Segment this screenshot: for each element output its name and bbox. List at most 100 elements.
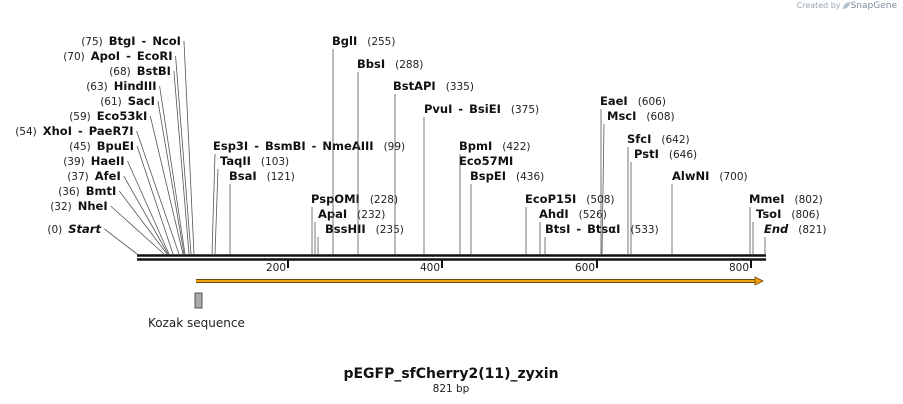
restriction-site-eco57mi[interactable]: Eco57MI bbox=[459, 154, 513, 168]
restriction-site-psti[interactable]: PstI (646) bbox=[630, 147, 697, 254]
site-name: PspOMI bbox=[311, 192, 360, 206]
site-position: (646) bbox=[669, 149, 697, 161]
site-label: (36) BmtI bbox=[58, 184, 116, 198]
restriction-site-msci[interactable]: MscI (608) bbox=[601, 109, 675, 255]
restriction-site-bmti[interactable]: (36) BmtI bbox=[58, 184, 168, 255]
site-name: ApoI bbox=[91, 49, 120, 63]
restriction-site-apai[interactable]: ApaI (232) bbox=[314, 207, 385, 254]
restriction-site-alwni[interactable]: AlwNI (700) bbox=[671, 169, 748, 254]
site-label: BtsI - BtsαI (533) bbox=[545, 222, 659, 236]
site-label: TaqII (103) bbox=[220, 154, 289, 168]
restriction-site-bsai[interactable]: BsaI (121) bbox=[229, 169, 295, 254]
site-name: BsmBI bbox=[265, 139, 306, 153]
restriction-site-bstbi[interactable]: (68) BstBI bbox=[109, 64, 190, 255]
site-name: Eco53kI bbox=[97, 109, 148, 123]
restriction-site-eaei[interactable]: EaeI (606) bbox=[600, 94, 666, 254]
site-name: SfcI bbox=[627, 132, 651, 146]
site-position: (526) bbox=[579, 209, 607, 221]
site-connector-line bbox=[110, 205, 165, 255]
site-connector-line bbox=[157, 100, 185, 255]
restriction-site-sfci[interactable]: SfcI (642) bbox=[627, 132, 690, 254]
site-position: (121) bbox=[267, 171, 295, 183]
site-name: BstBI bbox=[137, 64, 171, 78]
site-name: BtsI bbox=[545, 222, 570, 236]
site-label: AlwNI (700) bbox=[672, 169, 748, 183]
site-label: (59) Eco53kI bbox=[69, 109, 147, 123]
restriction-site-hindiii[interactable]: (63) HindIII bbox=[86, 79, 186, 255]
site-name: AfeI bbox=[95, 169, 121, 183]
site-label: MmeI (802) bbox=[749, 192, 823, 206]
site-position: (228) bbox=[370, 194, 398, 206]
site-name: BtsαI bbox=[587, 222, 620, 236]
restriction-site-btgi-ncoi[interactable]: (75) BtgI - NcoI bbox=[81, 34, 195, 255]
site-label: (63) HindIII bbox=[86, 79, 156, 93]
restriction-site-tsoi[interactable]: TsoI (806) bbox=[752, 207, 820, 254]
site-position: (802) bbox=[795, 194, 823, 206]
restriction-site-pvui-bsiei[interactable]: PvuI - BsiEI (375) bbox=[423, 102, 539, 254]
restriction-site-mmei[interactable]: MmeI (802) bbox=[749, 192, 823, 254]
restriction-site-bgli[interactable]: BglI (255) bbox=[332, 34, 395, 254]
site-label: Eco57MI bbox=[459, 154, 513, 168]
site-name: TsoI bbox=[756, 207, 781, 221]
site-name: PaeR7I bbox=[89, 124, 134, 138]
site-position: (335) bbox=[446, 81, 474, 93]
restriction-site-afei[interactable]: (37) AfeI bbox=[67, 169, 169, 255]
restriction-site-saci[interactable]: (61) SacI bbox=[100, 94, 185, 255]
site-connector-line bbox=[159, 85, 186, 255]
restriction-site-esp3i-bsmbi-nmeaiii[interactable]: Esp3I - BsmBI - NmeAIII (99) bbox=[211, 139, 405, 255]
restriction-site-ahdi[interactable]: AhdI (526) bbox=[539, 207, 607, 254]
site-label: BssHII (235) bbox=[325, 222, 404, 236]
restriction-site-eco53ki[interactable]: (59) Eco53kI bbox=[69, 109, 184, 255]
restriction-site-bsshii[interactable]: BssHII (235) bbox=[317, 222, 404, 254]
site-label: AhdI (526) bbox=[539, 207, 607, 221]
restriction-site-btsi-btsαi[interactable]: BtsI - BtsαI (533) bbox=[544, 222, 659, 254]
site-name: BssHII bbox=[325, 222, 366, 236]
site-name: MmeI bbox=[749, 192, 785, 206]
site-label: PspOMI (228) bbox=[311, 192, 398, 206]
restriction-site-bstapi[interactable]: BstAPI (335) bbox=[393, 79, 474, 254]
site-position: (54) bbox=[15, 126, 37, 138]
restriction-site-nhei[interactable]: (32) NheI bbox=[50, 199, 165, 255]
site-name: MscI bbox=[607, 109, 636, 123]
site-name: AlwNI bbox=[672, 169, 709, 183]
site-name: BsiEI bbox=[469, 102, 501, 116]
restriction-site-bpuei[interactable]: (45) BpuEI bbox=[69, 139, 174, 255]
restriction-site-pspomi[interactable]: PspOMI (228) bbox=[311, 192, 398, 254]
site-position: (288) bbox=[395, 59, 423, 71]
site-label: BpmI (422) bbox=[459, 139, 531, 153]
restriction-site-xhoi-paer7i[interactable]: (54) XhoI - PaeR7I bbox=[15, 124, 180, 255]
site-position: (68) bbox=[109, 66, 131, 78]
site-position: (39) bbox=[63, 156, 85, 168]
restriction-site-apoi-ecori[interactable]: (70) ApoI - EcoRI bbox=[63, 49, 192, 255]
site-name: EaeI bbox=[600, 94, 628, 108]
site-name: ApaI bbox=[318, 207, 347, 221]
site-name: PvuI bbox=[424, 102, 452, 116]
site-label: (75) BtgI - NcoI bbox=[81, 34, 181, 48]
orf-arrow[interactable] bbox=[196, 276, 764, 286]
restriction-site-start[interactable]: (0) Start bbox=[47, 222, 138, 255]
restriction-site-taqii[interactable]: TaqII (103) bbox=[214, 154, 289, 255]
restriction-site-haeii[interactable]: (39) HaeII bbox=[63, 154, 170, 255]
site-position: (436) bbox=[516, 171, 544, 183]
restriction-site-bbsi[interactable]: BbsI (288) bbox=[357, 57, 423, 254]
site-name: NcoI bbox=[152, 34, 181, 48]
site-position: (32) bbox=[50, 201, 72, 213]
restriction-site-bspei[interactable]: BspEI (436) bbox=[470, 169, 544, 254]
kozak-sequence-label: Kozak sequence bbox=[148, 316, 245, 330]
site-name: XhoI bbox=[43, 124, 72, 138]
site-label: Esp3I - BsmBI - NmeAIII (99) bbox=[213, 139, 405, 153]
restriction-site-bpmi[interactable]: BpmI (422) bbox=[459, 139, 531, 254]
restriction-site-end[interactable]: End (821) bbox=[764, 222, 827, 254]
site-name: EcoP15I bbox=[525, 192, 576, 206]
site-name: - bbox=[458, 102, 463, 116]
site-position: (508) bbox=[586, 194, 614, 206]
site-label: (39) HaeII bbox=[63, 154, 124, 168]
site-position: (235) bbox=[376, 224, 404, 236]
site-name: PstI bbox=[634, 147, 659, 161]
site-label: BspEI (436) bbox=[470, 169, 544, 183]
kozak-sequence-box[interactable] bbox=[194, 292, 203, 309]
restriction-site-ecop15i[interactable]: EcoP15I (508) bbox=[525, 192, 615, 254]
site-label: (32) NheI bbox=[50, 199, 107, 213]
site-name: BpuEI bbox=[97, 139, 134, 153]
